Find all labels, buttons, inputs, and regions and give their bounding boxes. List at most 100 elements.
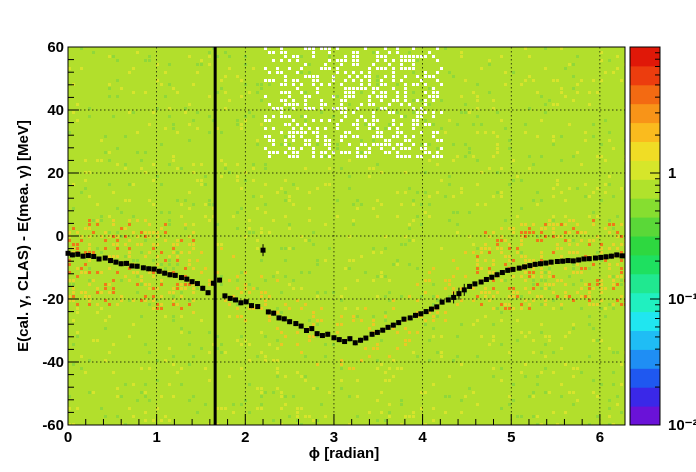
data-point <box>210 280 216 286</box>
colorbar-segment <box>630 122 660 142</box>
data-point <box>527 263 533 269</box>
data-point <box>336 337 342 343</box>
data-point <box>619 253 625 259</box>
data-point <box>358 337 364 343</box>
data-point <box>85 253 91 259</box>
colorbar-segment <box>630 236 660 256</box>
data-point <box>151 266 157 272</box>
data-point <box>560 258 566 264</box>
data-point <box>467 283 473 289</box>
colorbar-tick-label: 1 <box>668 165 676 182</box>
data-point <box>369 331 375 337</box>
y-tick-label: 20 <box>47 165 64 182</box>
y-axis-title: E(cal. γ, CLAS) - E(mea. γ) [MeV] <box>15 120 32 352</box>
colorbar-segment <box>630 387 660 407</box>
y-tick-label: -20 <box>42 291 64 308</box>
data-point <box>91 253 97 259</box>
x-tick-label: 6 <box>596 429 604 446</box>
x-axis-title: ϕ [radian] <box>309 445 379 462</box>
data-point <box>249 303 255 309</box>
data-point <box>80 253 86 259</box>
data-point <box>233 297 239 303</box>
colorbar <box>629 46 661 426</box>
data-point <box>227 295 233 301</box>
data-point <box>516 265 522 271</box>
data-point <box>129 263 135 269</box>
data-point <box>385 324 391 330</box>
data-point <box>565 258 571 264</box>
data-point <box>543 260 549 266</box>
data-point <box>554 259 560 265</box>
data-point <box>200 285 206 291</box>
colorbar-segment <box>630 254 660 275</box>
data-point <box>390 322 396 328</box>
data-point <box>352 340 358 346</box>
data-point <box>505 267 511 273</box>
x-tick-labels: 0 1 2 3 4 5 6 <box>64 429 604 446</box>
data-point <box>243 299 249 305</box>
data-point <box>172 272 178 278</box>
data-point <box>178 275 184 281</box>
y-tick-label: 0 <box>56 228 64 245</box>
colorbar-segment <box>630 160 660 180</box>
colorbar-tick-label: 10⁻² <box>668 417 696 434</box>
data-point <box>205 290 211 296</box>
data-point <box>472 281 478 287</box>
y-tick-label: 40 <box>47 102 64 119</box>
data-point <box>293 321 299 327</box>
data-point <box>451 291 457 304</box>
colorbar-segment <box>630 273 660 294</box>
colorbar-segment <box>630 217 660 237</box>
data-point <box>532 261 538 267</box>
data-point <box>489 274 495 280</box>
data-point <box>287 319 293 325</box>
y-tick-labels: -60 -40 -20 0 20 40 60 <box>42 39 64 434</box>
data-point <box>614 252 620 258</box>
data-point <box>102 255 108 261</box>
data-point <box>69 252 75 258</box>
data-point <box>428 306 434 312</box>
data-point <box>439 299 445 305</box>
colorbar-segment <box>630 65 660 86</box>
colorbar-segment <box>630 330 660 350</box>
data-point <box>184 276 190 282</box>
data-point <box>303 328 309 333</box>
data-point <box>445 297 451 303</box>
data-point <box>456 287 462 300</box>
data-point <box>581 256 587 262</box>
data-point <box>325 331 331 337</box>
data-point <box>217 277 223 283</box>
data-points <box>65 244 625 346</box>
y-tick-label: 60 <box>47 39 64 56</box>
data-point <box>108 258 114 264</box>
data-point <box>396 320 402 326</box>
data-point <box>576 257 582 263</box>
data-point <box>255 304 261 310</box>
data-point <box>347 336 353 342</box>
colorbar-segment <box>630 406 660 426</box>
data-point <box>363 335 369 341</box>
data-point <box>592 255 598 261</box>
colorbar-segment <box>630 349 660 369</box>
data-point <box>75 251 81 257</box>
y-tick-label: -40 <box>42 354 64 371</box>
data-point <box>608 253 614 259</box>
data-point <box>156 268 162 274</box>
data-point <box>603 254 609 260</box>
data-point <box>423 309 429 315</box>
data-point <box>124 260 130 266</box>
data-point <box>598 254 604 260</box>
data-point <box>418 311 424 317</box>
data-point <box>407 315 413 321</box>
x-tick-label: 3 <box>330 429 338 446</box>
data-point <box>522 264 528 270</box>
colorbar-segment <box>630 198 660 218</box>
data-point <box>510 266 516 272</box>
colorbar-segment <box>630 292 660 313</box>
data-point <box>309 326 315 332</box>
colorbar-segment <box>630 84 660 105</box>
data-point <box>494 272 500 278</box>
data-point <box>146 266 152 272</box>
data-point <box>413 312 419 318</box>
